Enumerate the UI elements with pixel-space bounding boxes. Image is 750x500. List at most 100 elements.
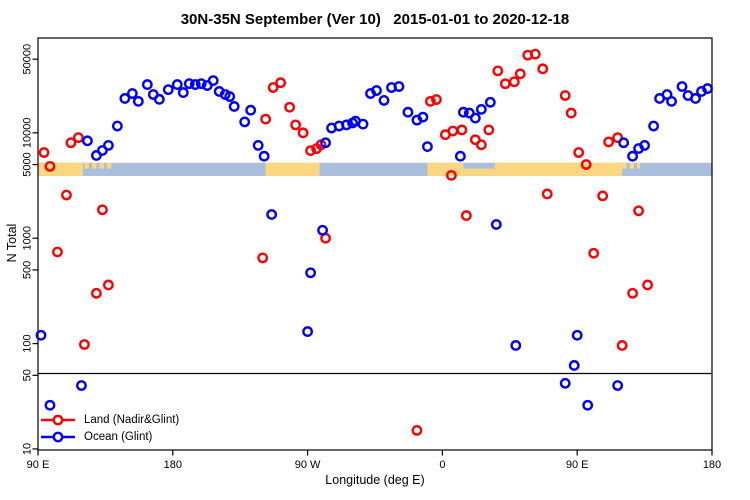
surface-band-island-speck	[622, 162, 627, 169]
data-point-ocean	[189, 79, 201, 90]
data-point-ocean	[582, 399, 594, 411]
legend-label-land: Land (Nadir&Glint)	[84, 413, 180, 426]
data-point-land	[65, 137, 77, 149]
y-tick-label: 100	[22, 334, 34, 352]
x-tick-label: 180	[703, 459, 721, 471]
data-point-land	[445, 169, 457, 181]
data-point-ocean	[371, 85, 382, 96]
data-point-ocean	[228, 101, 240, 112]
data-point-land	[537, 63, 549, 75]
x-tick-label: 90 E	[27, 459, 50, 471]
data-point-ocean	[639, 139, 650, 151]
data-point-land	[499, 78, 511, 90]
surface-band-mixed	[463, 168, 495, 176]
data-point-land	[447, 125, 459, 137]
data-point-ocean	[378, 95, 390, 106]
surface-band-island-speck	[637, 162, 641, 169]
data-point-ocean	[183, 78, 195, 90]
x-tick-label: 90 E	[566, 459, 589, 471]
data-point-ocean	[141, 79, 153, 90]
data-point-ocean	[82, 135, 93, 147]
data-point-land	[588, 247, 600, 259]
data-point-land	[260, 113, 272, 125]
x-axis-label: Longitude (deg E)	[325, 473, 425, 487]
data-point-ocean	[690, 93, 701, 104]
x-tick-label: 90 W	[295, 459, 321, 471]
data-point-ocean	[469, 112, 481, 124]
data-point-land	[627, 287, 639, 299]
data-point-land	[297, 127, 309, 139]
data-point-ocean	[245, 104, 257, 116]
data-point-ocean	[224, 91, 236, 102]
plot-border	[37, 37, 713, 451]
data-point-ocean	[317, 224, 328, 236]
data-point-ocean	[402, 106, 414, 118]
data-point-ocean	[559, 377, 571, 389]
data-point-land	[91, 287, 102, 299]
data-point-land	[267, 82, 279, 93]
data-point-ocean	[111, 120, 123, 132]
legend: Land (Nadir&Glint) Ocean (Glint)	[40, 411, 179, 445]
data-point-ocean	[457, 106, 469, 118]
data-point-ocean	[612, 380, 624, 391]
y-tick-label: 10	[22, 443, 34, 455]
data-point-land	[580, 159, 592, 170]
data-point-land	[275, 77, 287, 89]
legend-label-ocean: Ocean (Glint)	[84, 430, 153, 443]
y-tick-label: 5000	[22, 152, 34, 176]
data-point-ocean	[266, 209, 278, 220]
data-point-ocean	[510, 340, 522, 351]
data-point-ocean	[393, 81, 405, 92]
surface-band-land	[38, 162, 83, 176]
data-point-ocean	[320, 137, 331, 149]
data-point-ocean	[153, 93, 165, 105]
data-point-ocean	[171, 79, 183, 90]
y-tick-label: 50	[22, 369, 34, 381]
surface-band-island-speck	[84, 162, 89, 169]
data-point-land	[616, 340, 628, 351]
data-point-land	[79, 339, 90, 350]
data-point-land	[460, 210, 472, 221]
data-point-ocean	[258, 150, 270, 162]
data-point-ocean	[305, 267, 316, 279]
data-point-land	[597, 190, 609, 202]
data-point-land	[257, 252, 269, 264]
data-point-land	[508, 76, 520, 88]
data-point-land	[529, 48, 541, 60]
data-point-land	[483, 124, 495, 136]
y-tick-label: 10000	[22, 118, 34, 149]
surface-band-land	[265, 162, 320, 176]
x-tick-label: 180	[164, 459, 182, 471]
data-point-ocean	[126, 88, 138, 99]
data-point-ocean	[44, 399, 56, 411]
y-tick-label: 500	[22, 261, 34, 279]
data-point-ocean	[568, 360, 580, 371]
data-point-ocean	[207, 75, 219, 87]
data-point-ocean	[702, 83, 713, 94]
surface-band-island-speck	[106, 162, 112, 169]
data-point-ocean	[341, 119, 352, 131]
data-point-land	[431, 94, 442, 105]
surface-band-land	[494, 162, 623, 176]
data-point-land	[73, 132, 84, 144]
data-point-ocean	[571, 329, 583, 341]
data-point-land	[456, 124, 468, 136]
data-point-ocean	[618, 137, 630, 149]
data-point-ocean	[162, 84, 174, 96]
data-point-ocean	[132, 95, 144, 107]
data-point-land	[290, 119, 302, 131]
data-point-ocean	[252, 139, 264, 151]
x-tick-label: 0	[439, 459, 445, 471]
surface-band-land	[427, 162, 464, 176]
data-point-land	[284, 101, 296, 113]
data-point-land	[475, 139, 487, 151]
data-point-ocean	[357, 118, 369, 130]
data-point-ocean	[490, 219, 502, 230]
legend-item-land: Land (Nadir&Glint)	[40, 411, 179, 428]
data-point-land	[633, 205, 645, 217]
data-point-land	[305, 145, 316, 157]
data-point-land	[573, 147, 585, 158]
data-point-ocean	[422, 141, 433, 153]
